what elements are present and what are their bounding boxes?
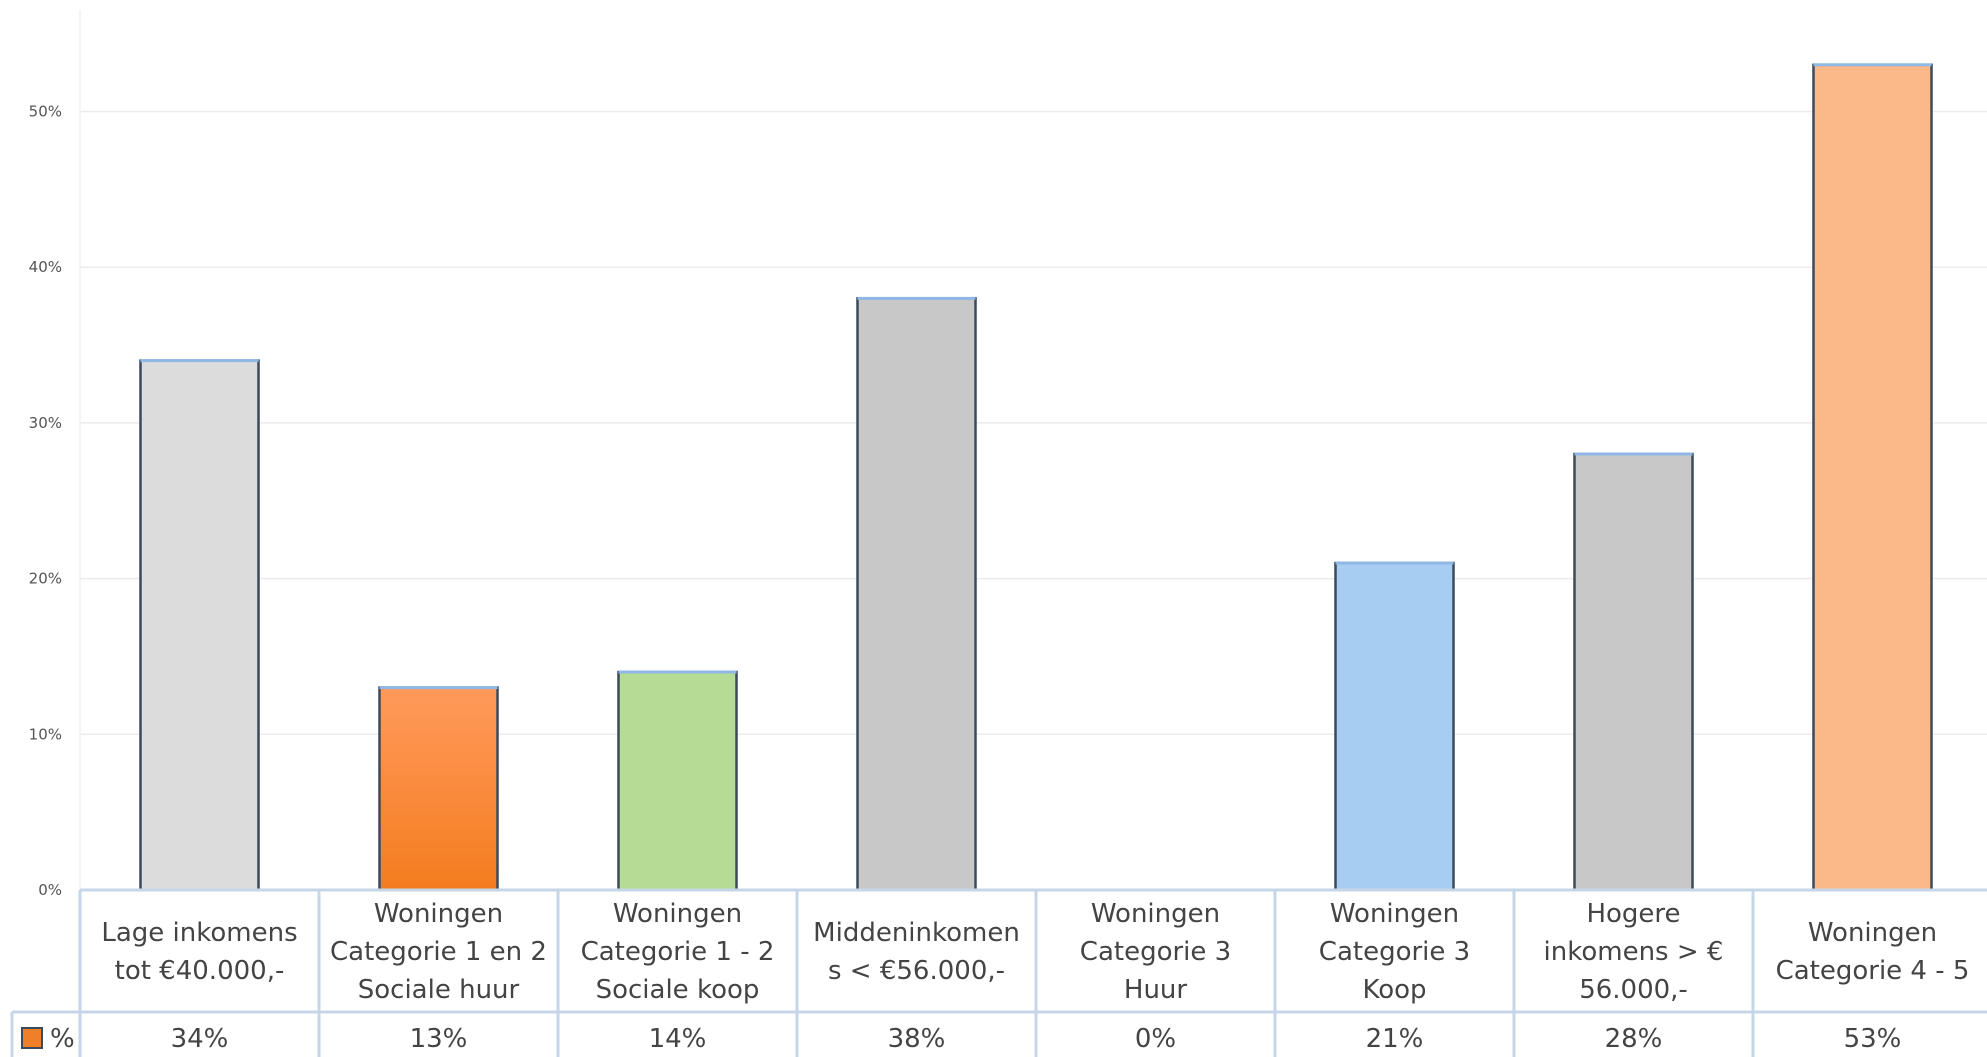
bar-group xyxy=(856,296,977,892)
y-tick-label: 30% xyxy=(29,414,62,432)
x-category-label: Woningen Categorie 1 - 2 Sociale koop xyxy=(581,899,775,1005)
bar-group xyxy=(378,686,499,892)
bar xyxy=(1334,561,1455,892)
bar xyxy=(378,686,499,892)
y-tick-label: 40% xyxy=(29,258,62,276)
data-label: 53% xyxy=(1844,1024,1902,1054)
bar-group xyxy=(1812,63,1933,892)
data-label: 28% xyxy=(1605,1024,1663,1054)
gridlines xyxy=(80,110,1987,736)
y-tick-label: 50% xyxy=(29,103,62,121)
bar xyxy=(1812,63,1933,892)
bar-group xyxy=(1573,452,1694,892)
data-label: 14% xyxy=(649,1024,707,1054)
x-category-label: Woningen Categorie 4 - 5 xyxy=(1776,918,1970,986)
bar xyxy=(139,359,260,892)
legend-swatch xyxy=(21,1027,43,1049)
bar xyxy=(1573,452,1694,892)
data-label: 13% xyxy=(410,1024,468,1054)
data-label: 0% xyxy=(1135,1024,1176,1054)
data-label: 34% xyxy=(171,1024,229,1054)
x-category-label: Hogere inkomens > €56.000,- xyxy=(1544,899,1724,1005)
x-category-label: Lage inkomens tot €40.000,- xyxy=(101,918,297,986)
data-label: 38% xyxy=(888,1024,946,1054)
x-category-label: Woningen Categorie 3 Huur xyxy=(1080,899,1231,1005)
x-category-label: Woningen Categorie 3 Koop xyxy=(1319,899,1470,1005)
data-label: 21% xyxy=(1366,1024,1424,1054)
bar-group xyxy=(1334,561,1455,892)
bar xyxy=(856,297,977,892)
x-category-label: Woningen Categorie 1 en 2 Sociale huur xyxy=(330,899,547,1005)
y-axis: 0% 10% 20% 30% 40% 50% xyxy=(29,10,81,899)
legend-label: % xyxy=(50,1024,75,1054)
data-table: Lage inkomens tot €40.000,- Woningen Catego… xyxy=(10,888,1987,1057)
bar-group xyxy=(617,670,738,892)
y-tick-label: 10% xyxy=(29,725,62,743)
y-tick-label: 20% xyxy=(29,570,62,588)
bar-group xyxy=(139,359,260,892)
bars xyxy=(139,63,1933,892)
bar xyxy=(617,670,738,892)
y-tick-label: 0% xyxy=(38,881,62,899)
x-category-label: Middeninkomen s < €56.000,- xyxy=(813,918,1020,986)
